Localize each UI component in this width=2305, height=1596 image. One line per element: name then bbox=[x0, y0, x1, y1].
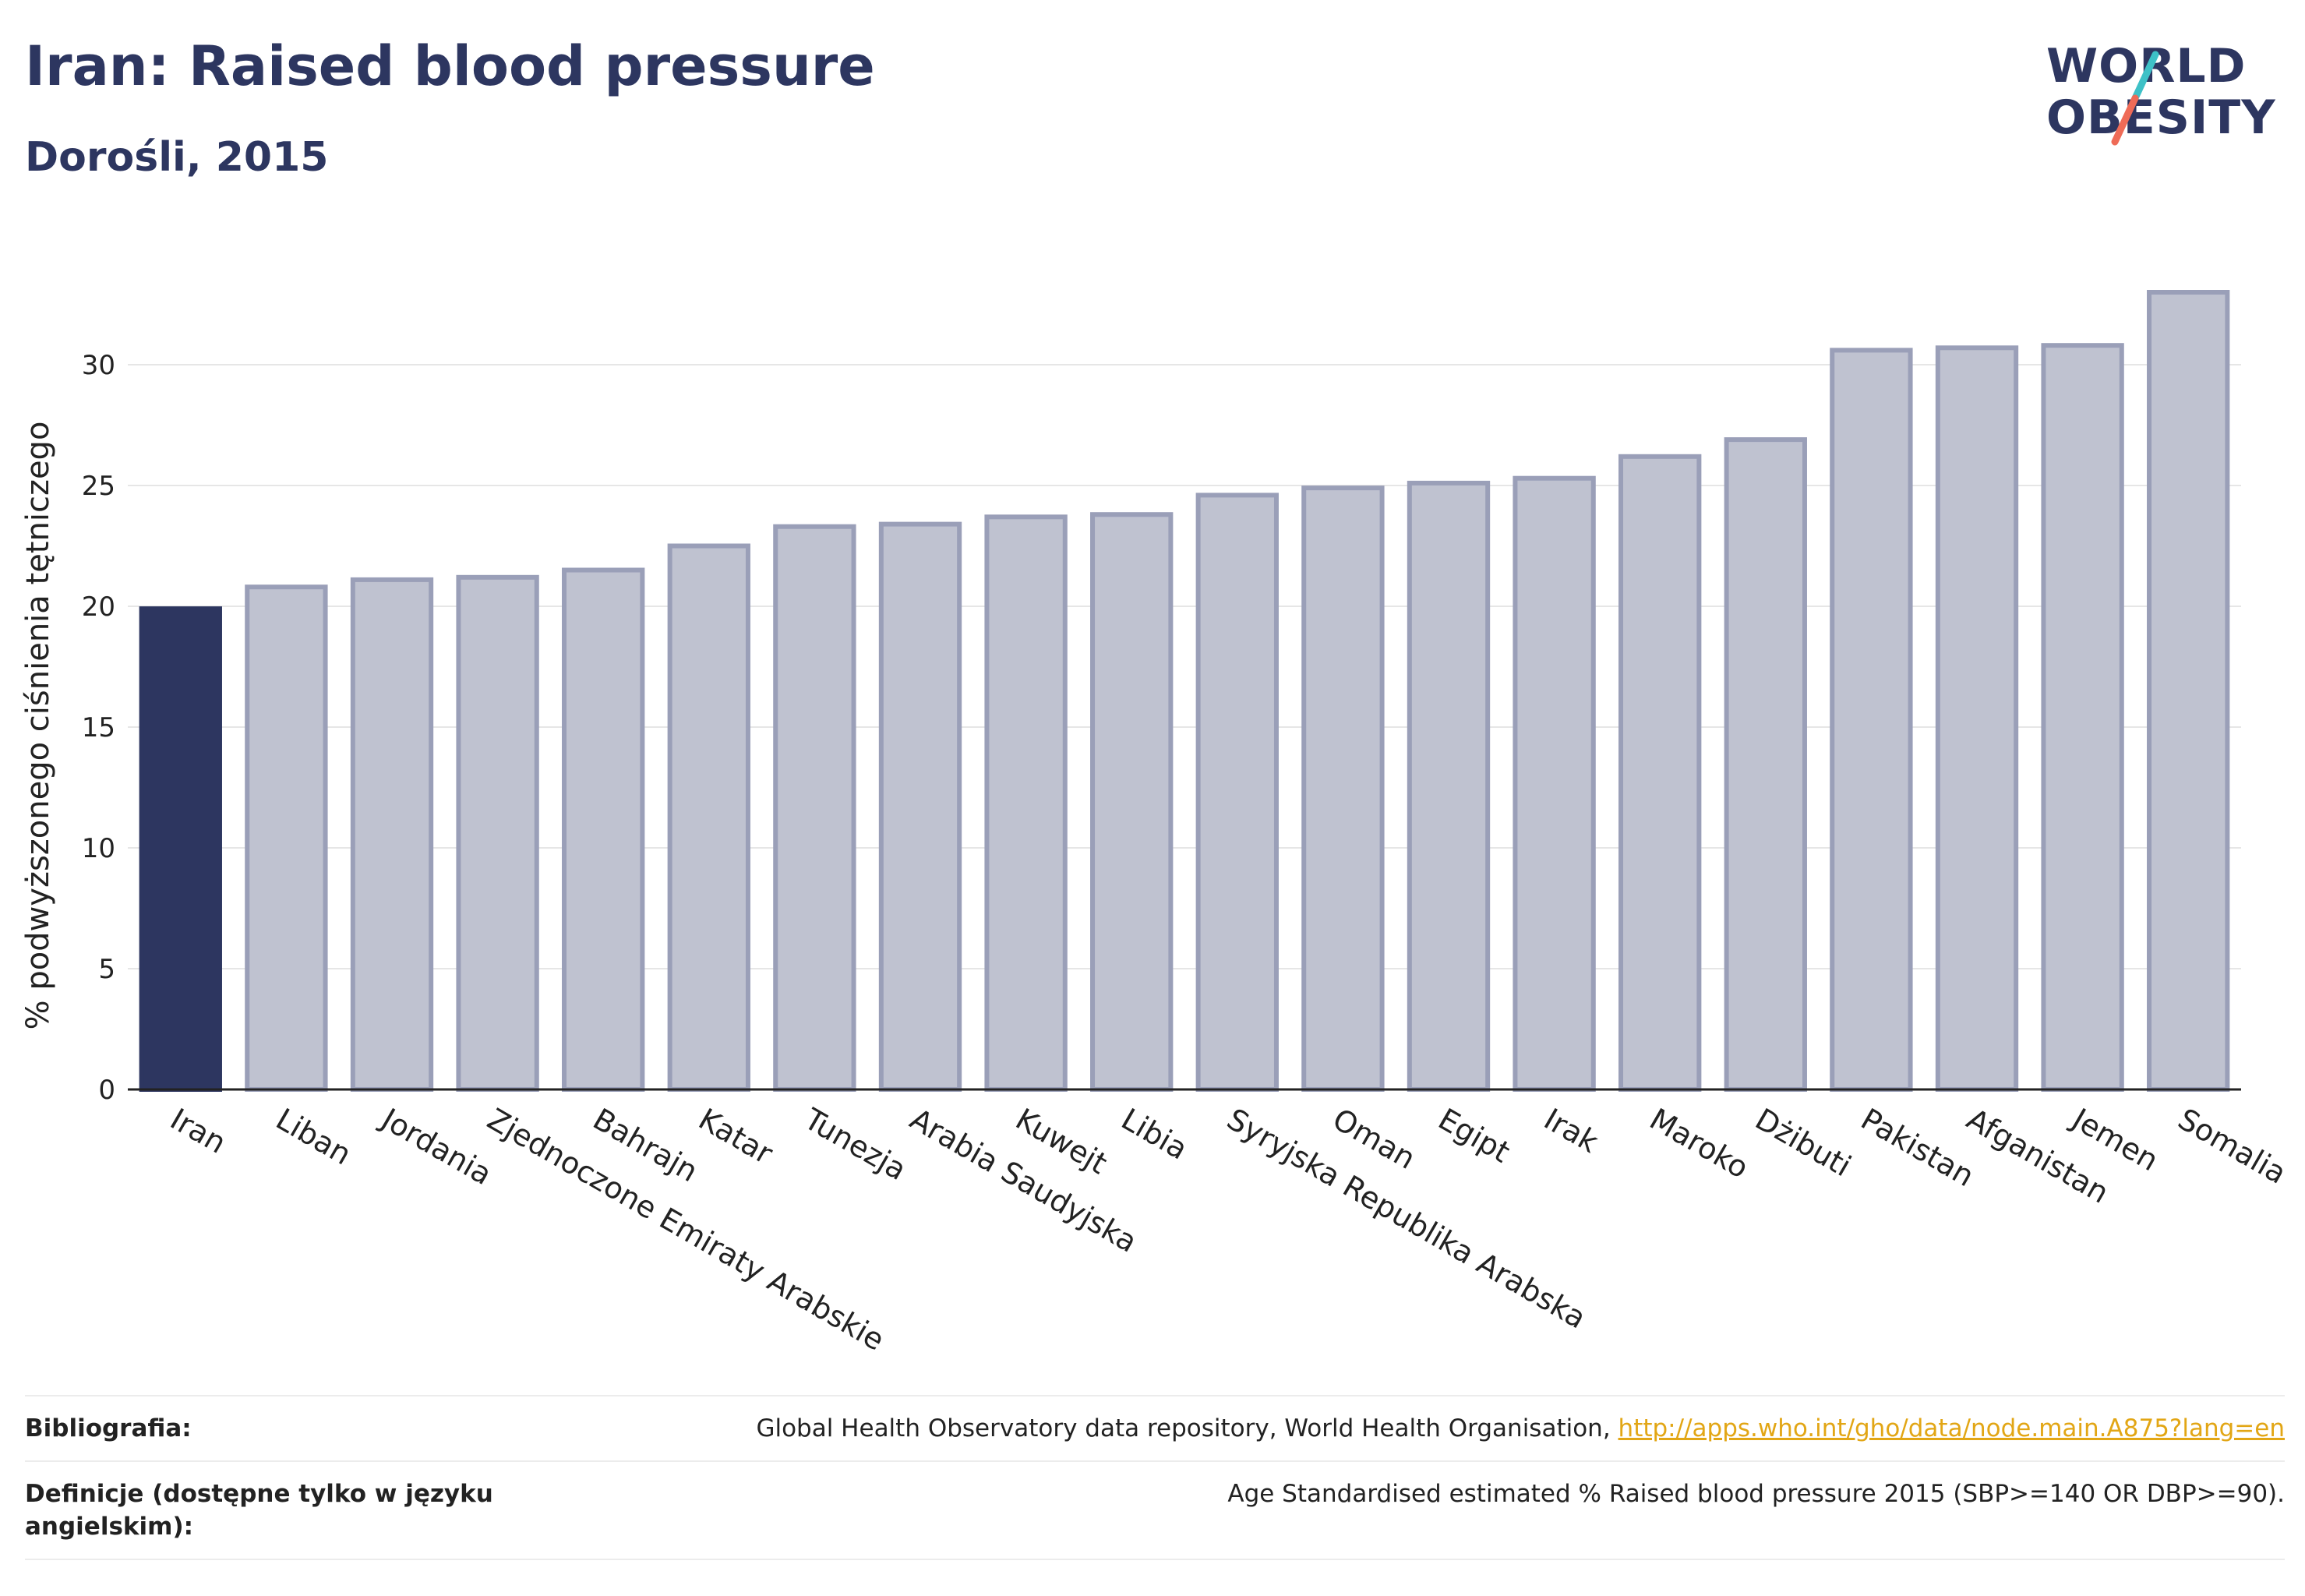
logo-line-1: WORLD bbox=[2046, 39, 2246, 94]
x-tick-label: Irak bbox=[1538, 1102, 1604, 1160]
x-tick-label: Somalia bbox=[2173, 1102, 2293, 1191]
bar-0[interactable] bbox=[139, 606, 222, 1092]
grid-lines bbox=[128, 364, 2241, 969]
bibliography-value: Global Health Observatory data repositor… bbox=[756, 1412, 2285, 1445]
chart-title: Iran: Raised blood pressure bbox=[25, 34, 875, 98]
bar-8[interactable] bbox=[984, 514, 1068, 1092]
y-tick-label: 10 bbox=[82, 833, 115, 864]
y-tick-label: 0 bbox=[98, 1075, 115, 1106]
bar-6[interactable] bbox=[773, 524, 856, 1092]
y-axis-label: % podwyższonego ciśnienia tętniczego bbox=[20, 422, 56, 1030]
y-tick-label: 15 bbox=[82, 712, 115, 743]
definitions-text: Age Standardised estimated % Raised bloo… bbox=[1227, 1480, 2285, 1508]
world-obesity-logo: WORLD OBESITY bbox=[2042, 23, 2291, 164]
bar-2[interactable] bbox=[350, 577, 434, 1092]
y-tick-label: 20 bbox=[82, 591, 115, 623]
x-tick-label: Pakistan bbox=[1855, 1102, 1980, 1194]
bar-1[interactable] bbox=[245, 584, 328, 1092]
x-tick-label: Liban bbox=[270, 1102, 357, 1172]
bar-15[interactable] bbox=[1724, 437, 1807, 1093]
definitions-label: Definicje (dostępne tylko w języku angie… bbox=[25, 1480, 493, 1541]
bar-4[interactable] bbox=[562, 567, 645, 1092]
bar-14[interactable] bbox=[1618, 454, 1702, 1092]
bar-5[interactable] bbox=[667, 543, 750, 1092]
bibliography-label: Bibliografia: bbox=[25, 1414, 192, 1442]
bibliography-link[interactable]: http://apps.who.int/gho/data/node.main.A… bbox=[1618, 1414, 2285, 1442]
x-tick-label: Egipt bbox=[1433, 1102, 1516, 1170]
y-tick-label: 5 bbox=[98, 954, 115, 985]
x-tick-label: Libia bbox=[1116, 1102, 1194, 1167]
x-tick-label: Syryjska Republika Arabska bbox=[1221, 1102, 1591, 1336]
x-tick-label: Tunezja bbox=[798, 1101, 912, 1187]
y-tick-label: 30 bbox=[82, 350, 115, 381]
bar-13[interactable] bbox=[1513, 475, 1596, 1092]
y-tick-label: 25 bbox=[82, 471, 115, 502]
bar-16[interactable] bbox=[1830, 348, 1913, 1092]
x-tick-label: Iran bbox=[164, 1102, 231, 1160]
bibliography-row: Bibliografia: Global Health Observatory … bbox=[25, 1395, 2285, 1460]
x-tick-label: Jordania bbox=[375, 1101, 498, 1192]
bibliography-text: Global Health Observatory data repositor… bbox=[756, 1414, 1611, 1442]
bar-11[interactable] bbox=[1301, 486, 1385, 1093]
x-tick-label: Maroko bbox=[1644, 1102, 1755, 1185]
bar-18[interactable] bbox=[2041, 343, 2124, 1092]
y-axis-ticks: 0 5 10 15 20 25 30 bbox=[82, 350, 115, 1106]
logo-slash-icon bbox=[2111, 51, 2159, 146]
chart-subtitle: Dorośli, 2015 bbox=[25, 134, 329, 181]
bar-12[interactable] bbox=[1407, 480, 1491, 1092]
x-tick-label: Katar bbox=[693, 1102, 778, 1171]
bar-10[interactable] bbox=[1195, 493, 1279, 1092]
bar-3[interactable] bbox=[456, 574, 539, 1092]
bar-9[interactable] bbox=[1090, 512, 1174, 1092]
bar-7[interactable] bbox=[878, 521, 962, 1093]
bar-17[interactable] bbox=[1935, 345, 2019, 1093]
logo-line-2: OBESITY bbox=[2046, 90, 2276, 145]
x-tick-label: Dżibuti bbox=[1749, 1102, 1857, 1184]
notes-table: Bibliografia: Global Health Observatory … bbox=[25, 1395, 2285, 1560]
definitions-row: Definicje (dostępne tylko w języku angie… bbox=[25, 1460, 2285, 1560]
bars bbox=[139, 290, 2230, 1093]
bar-19[interactable] bbox=[2147, 290, 2230, 1092]
